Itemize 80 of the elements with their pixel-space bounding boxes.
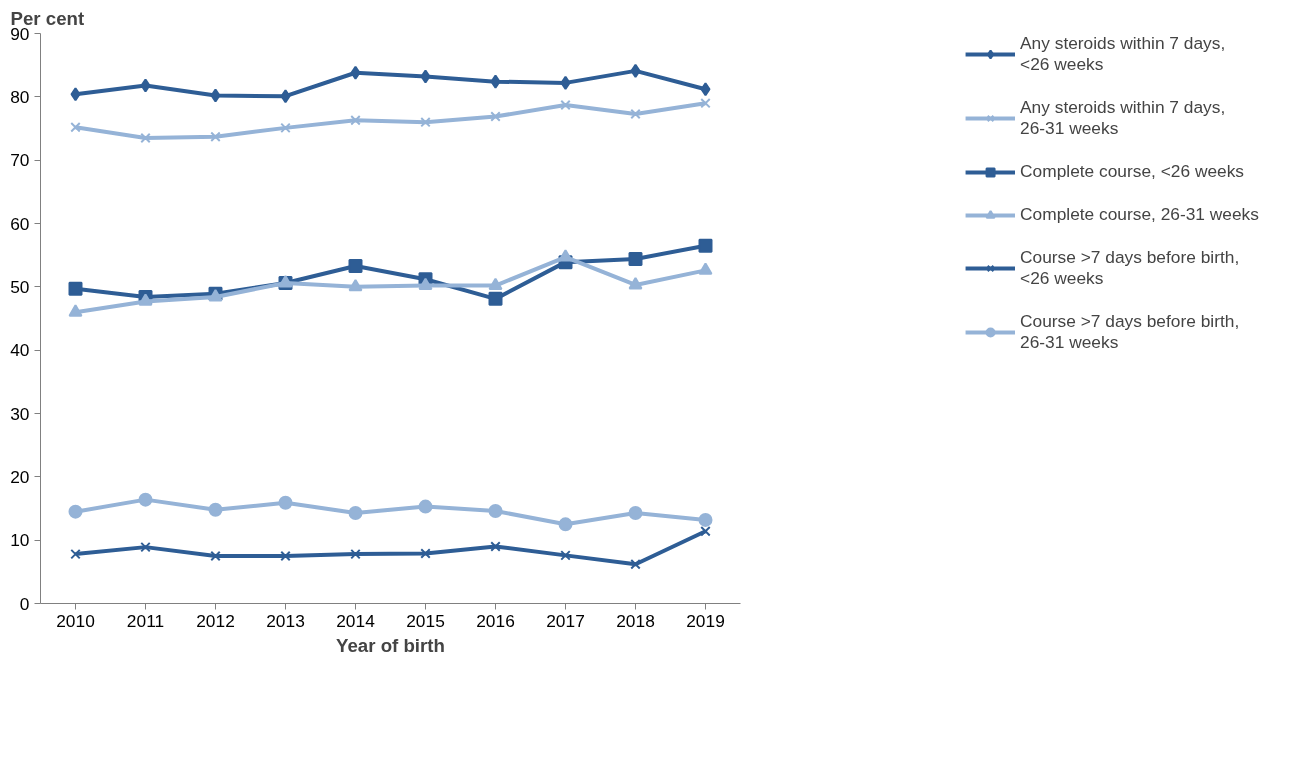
point [70,121,81,133]
point [488,277,503,291]
point [488,504,503,519]
point [628,277,643,290]
point [700,97,711,109]
point [490,74,501,89]
point [420,548,431,559]
legend-label: Course >7 days before birth, <26 weeks [1020,247,1240,289]
x-tick-label: 2015 [406,610,445,631]
point [490,111,501,122]
point [210,88,221,103]
y-tick-label: 10 [10,530,30,551]
point [698,238,713,253]
point [630,558,641,570]
x-tick-label: 2010 [56,610,95,631]
point [698,512,713,527]
point [280,550,291,562]
point [280,89,291,104]
point [208,502,223,517]
point [420,69,431,84]
point [630,63,641,78]
point [350,65,361,80]
x-tick-label: 2012 [196,610,235,631]
point [278,495,293,510]
x-tick-label: 2016 [476,610,515,631]
y-tick-label: 30 [10,403,30,424]
y-tick-label: 0 [19,593,30,614]
y-axis-title: Per cent [10,7,85,29]
point [700,82,711,97]
point [68,304,83,317]
x-tick-label: 2018 [616,610,655,631]
point [488,291,503,306]
point [210,131,221,142]
point [490,541,501,552]
point [138,293,153,306]
point [280,122,291,134]
legend-label: Any steroids within 7 days, <26 weeks [1020,33,1226,75]
point [350,115,361,126]
point [560,75,571,90]
point [560,99,571,111]
y-tick-label: 60 [10,213,30,234]
point [210,550,221,562]
point [420,116,431,128]
x-axis-title: Year of birth [336,634,445,656]
y-tick-label: 70 [10,150,30,171]
point [628,505,643,520]
point [558,249,573,262]
y-tick-label: 20 [10,466,30,487]
point [138,492,153,507]
point [348,258,363,273]
y-tick-label: 80 [10,86,30,107]
legend-label: Any steroids within 7 days, 26-31 weeks [1020,97,1226,139]
point [418,499,433,514]
y-tick-label: 40 [10,340,30,361]
point [70,548,81,560]
point [68,504,83,519]
legend-label: Course >7 days before birth, 26-31 weeks [1020,311,1240,353]
y-tick-label: 50 [10,276,30,297]
point [140,78,151,93]
legend-label: Complete course, <26 weeks [1020,161,1244,182]
point [700,526,711,537]
x-tick-label: 2014 [336,610,376,631]
point [630,108,641,120]
point [348,505,363,520]
point [140,541,151,553]
legend-label: Complete course, 26-31 weeks [1020,204,1259,225]
point [350,548,361,560]
point [348,278,363,292]
point [70,87,81,102]
x-tick-label: 2013 [266,610,305,631]
x-tick-label: 2019 [686,610,725,631]
point [628,251,643,266]
point [698,262,713,275]
point [418,277,433,291]
x-tick-label: 2011 [126,610,165,631]
point [140,132,151,144]
point [558,517,573,532]
point [68,281,83,296]
x-tick-label: 2017 [546,610,585,631]
point [560,550,571,561]
